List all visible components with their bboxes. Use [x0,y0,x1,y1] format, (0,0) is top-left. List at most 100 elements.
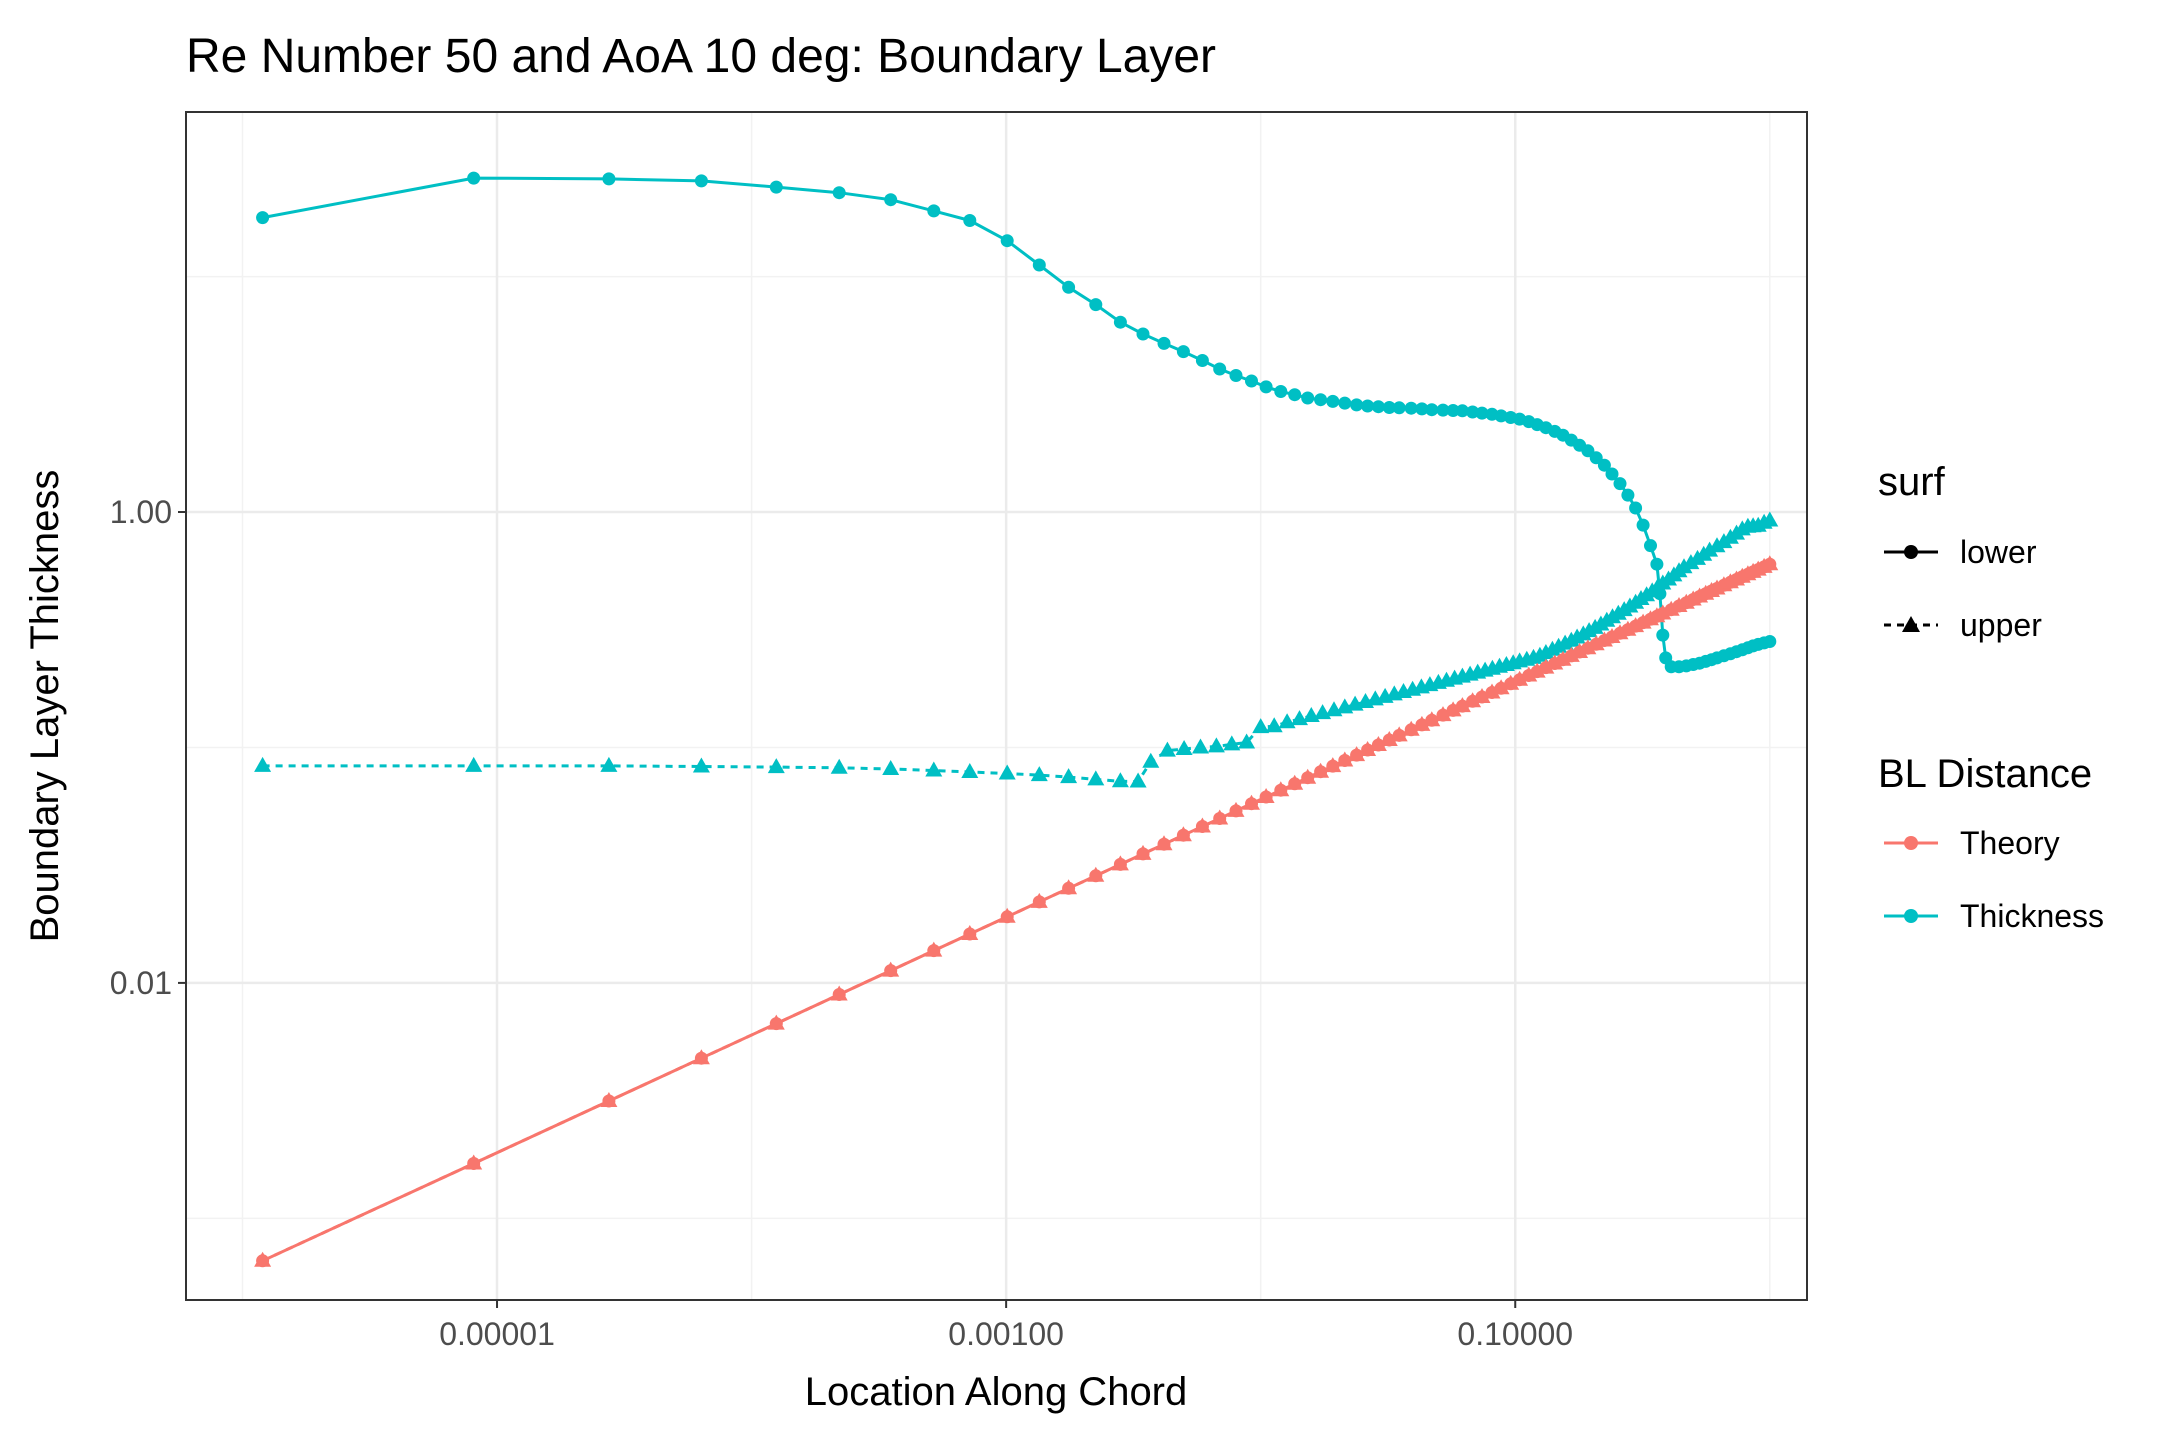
data-point-theory-upper [1528,662,1546,678]
y-tick-label: 1.00 [110,494,172,530]
data-point-thickness-upper [1278,713,1296,729]
data-point-thickness-lower [467,171,481,185]
data-point-thickness-lower [1259,380,1273,394]
data-point-thickness-lower [1644,539,1657,553]
data-point-thickness-lower [927,204,941,218]
y-axis-title: Boundary Layer Thickness [23,470,67,943]
data-point-thickness-lower [1404,401,1418,415]
data-point-thickness-lower [1314,393,1328,407]
data-point-thickness-lower [1032,258,1046,272]
data-point-theory-upper [1193,817,1211,833]
data-point-theory-upper [1312,762,1330,778]
data-point-thickness-lower [1176,345,1190,359]
legend-lower-label: lower [1960,534,2037,570]
data-point-thickness-lower [256,211,270,225]
data-point-thickness-lower [1338,396,1352,410]
data-point-thickness-upper [882,760,900,775]
series-layer [254,171,1779,1268]
data-point-theory-upper [1423,711,1441,727]
data-point-thickness-lower [1113,315,1127,329]
legend-surf: surf lower upper [1878,460,2042,643]
data-point-thickness-upper [1060,768,1078,784]
data-point-thickness-lower [832,186,846,200]
legend-bl-distance: BL Distance Theory Thickness [1878,752,2104,934]
data-point-thickness-upper [1761,511,1779,527]
legend-thickness-label: Thickness [1960,898,2104,934]
legend-theory-label: Theory [1960,825,2060,861]
data-point-theory-upper [1483,683,1501,699]
y-axis-ticks: 0.01 1.00 [110,494,186,1001]
data-point-thickness-upper [254,756,272,772]
data-point-thickness-lower [1425,403,1439,417]
grid-major [186,112,1807,1300]
data-point-theory-upper [1554,650,1572,666]
x-tick-label: 0.00001 [439,1316,555,1352]
data-point-thickness-lower [1763,635,1777,648]
data-point-thickness-lower [1245,374,1258,388]
grid-minor [186,112,1807,1300]
data-point-thickness-lower [1475,406,1489,420]
data-point-theory-upper [1464,692,1482,708]
data-point-thickness-lower [1361,399,1375,413]
data-point-theory-upper [1587,635,1605,651]
data-point-theory-upper [1243,794,1260,810]
data-point-thickness-lower [1597,458,1611,472]
data-point-thickness-upper [600,756,618,772]
data-point-theory-upper [1348,746,1366,762]
data-point-theory-upper [1562,646,1580,662]
data-point-thickness-lower [1371,400,1385,414]
data-point-thickness-upper [1192,738,1209,754]
data-point-theory-upper [1369,736,1387,751]
data-point-theory-upper [1155,835,1173,851]
data-point-theory-upper [830,985,848,1001]
data-point-thickness-upper [692,757,710,773]
data-point-thickness-upper [830,758,848,774]
data-point-thickness-upper [767,758,785,774]
data-point-thickness-upper [1223,735,1241,751]
data-point-thickness-lower [1605,467,1619,481]
data-point-thickness-lower [1621,488,1635,502]
data-point-thickness-lower [1446,404,1460,417]
data-point-theory-upper [1402,720,1420,736]
data-point-thickness-lower [1455,404,1469,418]
series-thickness-lower [256,171,1777,674]
data-point-thickness-lower [1157,336,1171,350]
data-point-thickness-upper [1207,737,1225,753]
data-point-thickness-lower [1089,298,1103,312]
data-point-thickness-lower [1213,362,1227,376]
data-point-thickness-lower [1195,354,1209,367]
y-tick-label: 0.01 [110,965,172,1001]
x-axis-ticks: 0.00001 0.00100 0.10000 [439,1300,1573,1352]
data-point-thickness-lower [1062,280,1076,294]
data-point-thickness-lower [1350,398,1364,412]
data-point-theory-upper [1286,774,1304,790]
data-point-theory-upper [1511,670,1529,686]
data-point-thickness-upper [1111,772,1129,788]
data-point-thickness-lower [1436,403,1450,417]
legend-upper-label: upper [1960,607,2042,643]
data-point-theory-upper [1473,688,1491,703]
data-point-theory-upper [1174,826,1192,842]
data-point-theory-upper [692,1049,710,1065]
legend-thickness-point [1904,909,1918,923]
data-point-theory-upper [925,941,943,957]
data-point-theory-upper [1502,674,1520,690]
x-tick-label: 0.00100 [948,1316,1064,1352]
data-point-thickness-lower [1494,409,1508,423]
data-point-theory-upper [1111,855,1129,871]
data-point-thickness-upper [925,761,943,777]
data-point-theory-upper [961,925,979,940]
data-point-theory-upper [1520,666,1538,682]
data-point-theory-upper [1413,715,1431,731]
data-point-thickness-upper [1087,770,1105,786]
legend-theory-point [1904,836,1918,850]
data-point-thickness-upper [1158,741,1176,757]
data-point-thickness-lower [1229,369,1243,382]
data-point-thickness-lower [884,193,898,207]
data-point-theory-upper [1444,701,1462,717]
data-point-thickness-upper [1238,733,1256,749]
data-point-thickness-upper [1252,718,1270,734]
plot-panel [186,112,1807,1300]
data-point-theory-upper [1390,726,1408,742]
